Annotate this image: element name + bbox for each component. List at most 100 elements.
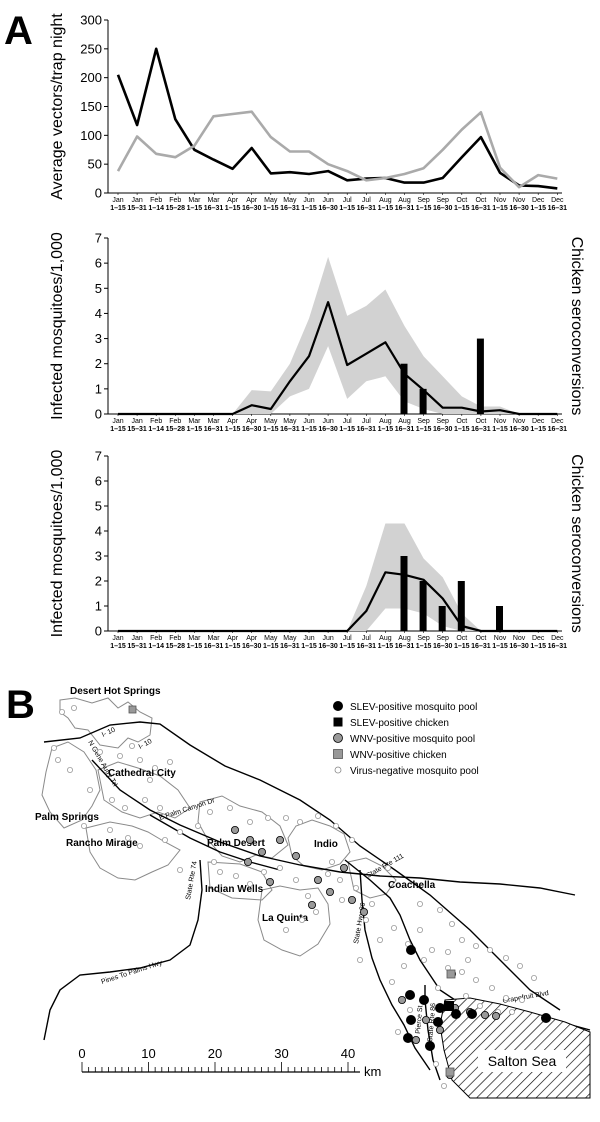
x-tick-label-month: Feb: [169, 418, 181, 425]
negative-pool-marker: [428, 947, 435, 954]
wnv-pool-marker: [275, 836, 284, 845]
x-tick-label-month: Sep: [417, 635, 430, 642]
x-tick-label-days: 1–15: [530, 205, 546, 212]
slev-pool-marker: [406, 945, 416, 955]
x-tick-label-month: Jul: [343, 418, 352, 425]
negative-pool-marker: [502, 995, 509, 1002]
x-tick-label-days: 16–30: [509, 426, 529, 433]
negative-pool-marker: [166, 759, 173, 766]
x-tick-label-month: Sep: [417, 197, 430, 204]
x-tick-label-month: May: [283, 418, 297, 425]
negative-pool-marker: [156, 805, 163, 812]
negative-pool-marker: [464, 957, 471, 964]
x-tick-label-days: 16–30: [433, 643, 453, 650]
wnv-chicken-marker: [446, 969, 456, 979]
panel-label-b: B: [6, 683, 35, 727]
boundary-cathedral-city: [97, 761, 191, 819]
x-tick-label-month: May: [283, 197, 297, 204]
x-tick-label-month: Jan: [112, 197, 123, 204]
negative-pool-marker: [141, 797, 148, 804]
negative-pool-marker: [210, 859, 217, 866]
legend-symbol-slev-pool: [333, 701, 343, 711]
x-tick-label-month: Oct: [456, 635, 467, 642]
x-tick-label-month: Oct: [456, 418, 467, 425]
road-pines-to-palms: [43, 859, 203, 1041]
negative-pool-marker: [292, 877, 299, 884]
road-label-rte-86: State Rte 86: [427, 1003, 437, 1042]
infection-rate-line: [118, 301, 558, 416]
town-indio: Indio: [314, 839, 338, 850]
legend-label-slev-chicken: SLEV-positive chicken: [350, 718, 449, 729]
town-desert-hot-springs: Desert Hot Springs: [70, 686, 161, 697]
x-tick-label-days: 1–15: [339, 643, 355, 650]
x-tick-label-month: Aug: [379, 418, 392, 425]
road-label-grapefruit: Grapefruit Blvd: [502, 990, 549, 1005]
negative-pool-marker: [232, 873, 239, 880]
negative-pool-marker: [458, 937, 465, 944]
x-tick-label-month: May: [264, 418, 278, 425]
road-palm-canyon: [149, 814, 281, 871]
x-tick-label-month: Nov: [494, 197, 507, 204]
y-tick-label: 0: [95, 624, 102, 639]
x-tick-label-month: Feb: [150, 635, 162, 642]
negative-pool-marker: [384, 865, 391, 872]
x-tick-label-days: 1–15: [110, 426, 126, 433]
negative-pool-marker: [462, 993, 469, 1000]
x-tick-label-days: 1–15: [301, 643, 317, 650]
seroconversion-bar: [419, 581, 427, 631]
x-tick-label-days: 1–14: [148, 426, 164, 433]
y2-axis-label: Chicken seroconversions: [568, 237, 585, 416]
negative-pool-marker: [125, 835, 132, 842]
legend-label-negative-pool: Virus-negative mosquito pool: [350, 766, 479, 777]
x-tick-label-days: 16–30: [318, 426, 338, 433]
x-tick-label-days: 16–31: [204, 426, 224, 433]
negative-pool-marker: [161, 837, 168, 844]
negative-pool-marker: [502, 955, 509, 962]
x-tick-label-days: 1–15: [187, 426, 203, 433]
x-tick-label-days: 16–31: [548, 643, 568, 650]
wnv-pool-marker: [325, 888, 334, 897]
y-tick-label: 250: [80, 41, 102, 56]
surveillance-sites: [51, 705, 551, 1090]
x-tick-label-month: Jan: [131, 197, 142, 204]
x-tick-label-month: Jan: [112, 418, 123, 425]
x-tick-label-days: 1–15: [339, 426, 355, 433]
x-tick-label-month: Sep: [436, 418, 449, 425]
x-tick-label-days: 15–28: [166, 205, 186, 212]
x-tick-label-days: 1–15: [454, 426, 470, 433]
x-tick-label-days: 16–30: [433, 426, 453, 433]
x-tick-label-days: 1–14: [148, 205, 164, 212]
slev-pool-marker: [419, 995, 429, 1005]
negative-pool-marker: [324, 871, 331, 878]
seroconversion-bar: [476, 338, 484, 414]
town-indian-wells: Indian Wells: [205, 884, 264, 895]
negative-pool-marker: [531, 975, 538, 982]
x-tick-label-days: 15–31: [127, 643, 147, 650]
x-tick-label-days: 16–31: [280, 426, 300, 433]
negative-pool-marker: [362, 917, 369, 924]
legend-label-wnv-chicken: WNV-positive chicken: [350, 750, 447, 761]
boundary-la-quinta: [257, 885, 331, 957]
negative-pool-marker: [486, 947, 493, 954]
x-tick-label-days: 1–15: [378, 643, 394, 650]
negative-pool-marker: [390, 925, 397, 932]
x-tick-label-days: 16–30: [433, 205, 453, 212]
y-tick-label: 2: [95, 574, 102, 589]
x-tick-label-days: 15–28: [166, 426, 186, 433]
x-tick-label-days: 1–15: [110, 643, 126, 650]
wnv-pool-marker: [313, 876, 322, 885]
negative-pool-marker: [440, 1083, 447, 1090]
seroconversion-bar: [419, 388, 427, 414]
x-tick-label-days: 1–15: [187, 205, 203, 212]
x-tick-label-month: Apr: [246, 197, 258, 204]
confidence-band: [118, 523, 558, 631]
x-tick-label-month: Mar: [207, 635, 220, 642]
x-tick-label-month: Nov: [513, 635, 526, 642]
vector-abundance-chart: 050100150200250300Jan1–15Jan15–31Feb1–14…: [49, 13, 567, 213]
x-tick-label-month: Jul: [362, 635, 371, 642]
x-tick-label-days: 16–30: [318, 205, 338, 212]
y-tick-label: 2: [95, 356, 102, 371]
negative-pool-marker: [246, 881, 253, 888]
x-tick-label-month: Jul: [362, 197, 371, 204]
x-tick-label-days: 1–15: [530, 426, 546, 433]
